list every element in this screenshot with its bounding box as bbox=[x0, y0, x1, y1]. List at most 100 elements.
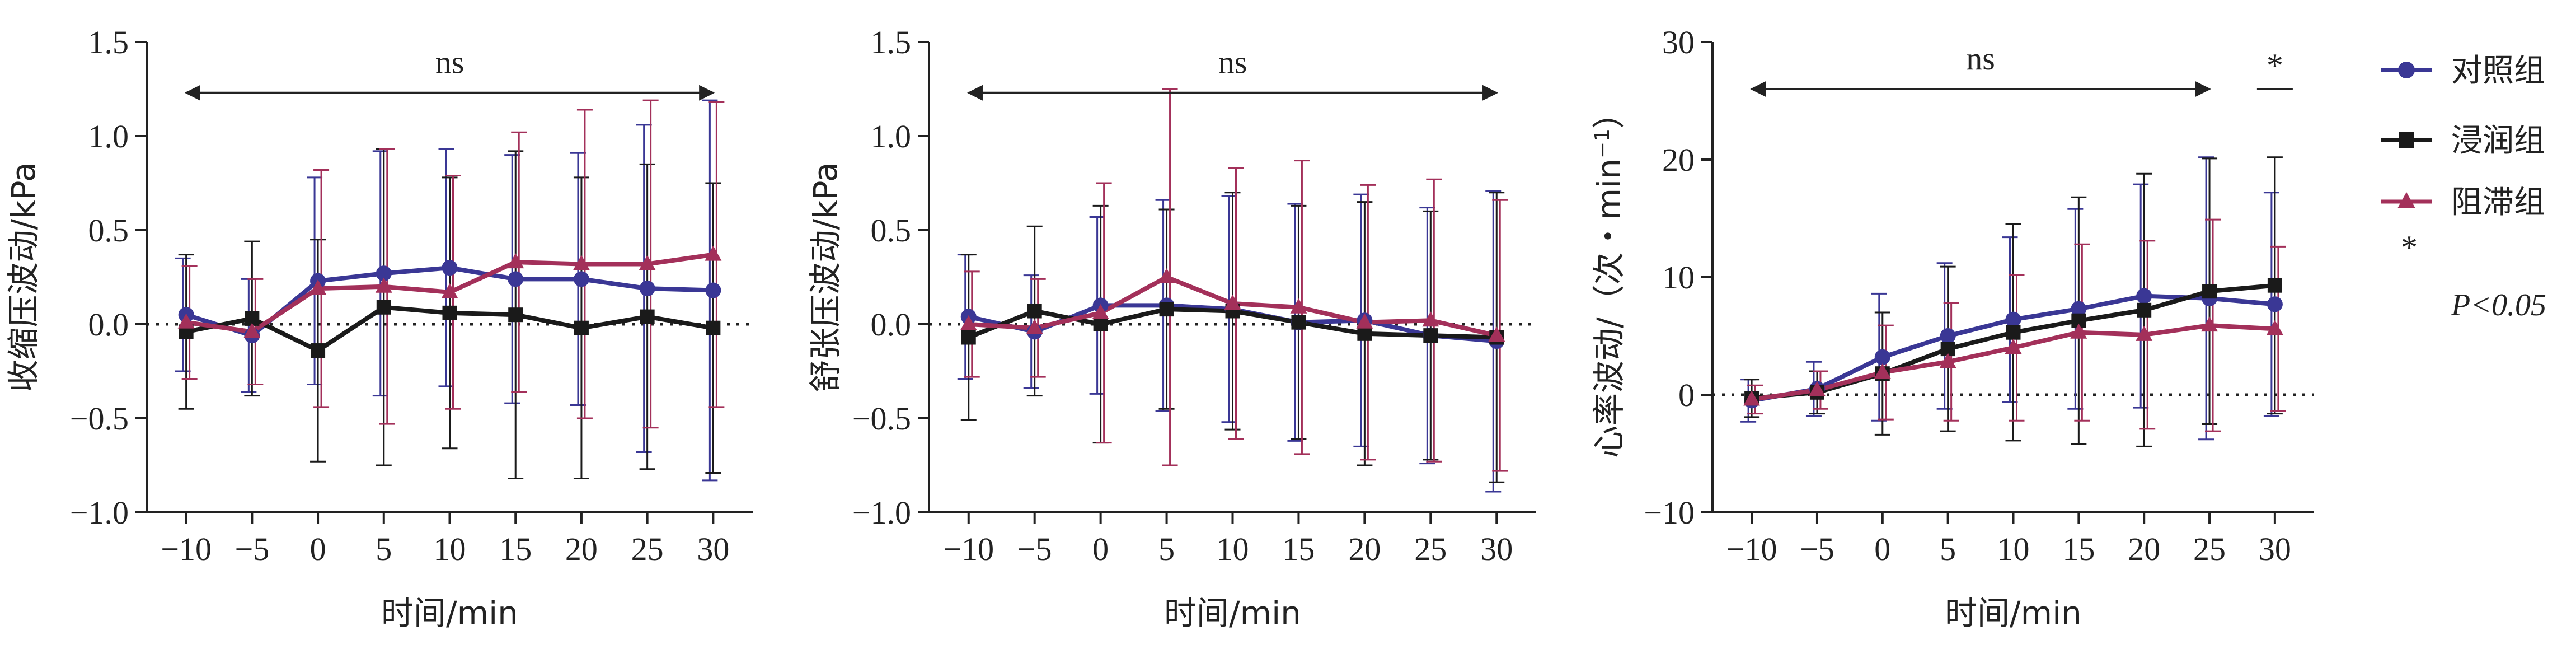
x-tick-label: −5 bbox=[234, 531, 269, 567]
point-block bbox=[2005, 339, 2022, 354]
point-control bbox=[442, 260, 458, 276]
point-block bbox=[1158, 268, 1175, 283]
point-control bbox=[508, 271, 524, 287]
point-control bbox=[573, 271, 589, 287]
x-tick-label: 20 bbox=[565, 531, 598, 567]
x-axis-title: 时间/min bbox=[1164, 594, 1301, 632]
point-block bbox=[1224, 295, 1241, 310]
point-block bbox=[1488, 326, 1505, 342]
point-block bbox=[1356, 313, 1373, 329]
point-infiltration bbox=[574, 320, 589, 335]
point-block bbox=[1808, 381, 1826, 396]
x-tick-label: 15 bbox=[1282, 531, 1315, 567]
point-block bbox=[177, 313, 195, 329]
point-block bbox=[960, 315, 977, 330]
point-control bbox=[2005, 311, 2021, 328]
point-infiltration bbox=[508, 307, 523, 323]
x-tick-label: 15 bbox=[499, 531, 532, 567]
x-axis-title: 时间/min bbox=[381, 594, 518, 632]
legend: 对照组 浸润组 阻滞组 * P<0.05 bbox=[2381, 53, 2546, 323]
point-infiltration bbox=[1093, 317, 1108, 331]
y-tick-label: −0.5 bbox=[852, 400, 911, 437]
x-tick-label: 5 bbox=[376, 531, 392, 567]
x-tick-label: 10 bbox=[1217, 531, 1249, 567]
x-tick-label: −5 bbox=[1800, 531, 1834, 567]
point-infiltration bbox=[640, 309, 655, 324]
y-tick-label: 30 bbox=[1662, 24, 1695, 60]
point-infiltration bbox=[1291, 315, 1306, 330]
y-tick-label: −10 bbox=[1644, 494, 1695, 531]
point-block bbox=[1874, 363, 1891, 379]
x-tick-label: 25 bbox=[631, 531, 664, 567]
point-block bbox=[639, 255, 656, 270]
chart-panel-systolic: −1.0 −0.5 0.0 0.5 1.0 1.5 −10 −5 0 5 10 15 20 25 30 时间/… bbox=[4, 24, 753, 632]
legend-label-control: 对照组 bbox=[2451, 53, 2545, 89]
y-axis-title: 收缩压波动/kPa bbox=[4, 162, 43, 392]
y-tick-label: 1.5 bbox=[871, 24, 912, 60]
x-tick-label: −10 bbox=[1726, 531, 1777, 567]
point-control bbox=[2267, 296, 2283, 312]
y-tick-label: 0.5 bbox=[88, 212, 129, 249]
x-tick-label: 30 bbox=[1480, 531, 1513, 567]
point-block bbox=[507, 253, 524, 269]
y-tick-label: −1.0 bbox=[70, 494, 129, 531]
x-tick-label: 20 bbox=[2128, 531, 2160, 567]
point-block bbox=[441, 283, 458, 298]
point-block bbox=[375, 277, 392, 293]
significance-star: * bbox=[2267, 47, 2283, 84]
y-tick-label: 0 bbox=[1678, 377, 1695, 413]
y-tick-label: −0.5 bbox=[70, 400, 129, 437]
x-tick-label: 10 bbox=[434, 531, 466, 567]
x-tick-label: 25 bbox=[1414, 531, 1447, 567]
point-block bbox=[309, 279, 327, 295]
point-infiltration bbox=[376, 300, 391, 315]
legend-label-block: 阻滞组 bbox=[2451, 184, 2545, 221]
y-tick-label: 0.0 bbox=[88, 306, 129, 343]
legend-sig-symbol: * bbox=[2401, 229, 2418, 266]
x-tick-label: 5 bbox=[1940, 531, 1956, 567]
x-tick-label: −10 bbox=[161, 531, 212, 567]
point-block bbox=[1939, 353, 1956, 368]
point-control bbox=[376, 265, 392, 282]
point-infiltration bbox=[706, 320, 721, 335]
x-tick-label: −5 bbox=[1017, 531, 1052, 567]
point-infiltration bbox=[1357, 326, 1372, 341]
point-block bbox=[573, 255, 590, 270]
x-tick-label: 10 bbox=[1997, 531, 2030, 567]
y-tick-label: 0.5 bbox=[871, 212, 912, 249]
point-block bbox=[1290, 298, 1307, 314]
chart-panel-heart-rate: −10 0 10 20 30 −10 −5 0 5 10 15 20 25 30 时间/min 心率波动/（次… bbox=[1590, 24, 2314, 632]
chart-panel-diastolic: −1.0 −0.5 0.0 0.5 1.0 1.5 −10 −5 0 5 10 15 20 25 30 时间/… bbox=[806, 24, 1536, 632]
y-axis-title-superscript: −1 bbox=[1591, 129, 1614, 158]
point-control bbox=[2136, 288, 2152, 304]
legend-sig-label: P<0.05 bbox=[2451, 288, 2546, 323]
y-tick-label: 1.0 bbox=[88, 118, 129, 155]
y-tick-label: 20 bbox=[1662, 142, 1695, 178]
x-tick-label: 20 bbox=[1348, 531, 1381, 567]
point-block bbox=[705, 245, 722, 261]
x-tick-label: 15 bbox=[2062, 531, 2095, 567]
point-block bbox=[1092, 304, 1109, 319]
point-block bbox=[1422, 311, 1439, 327]
x-tick-label: 5 bbox=[1158, 531, 1175, 567]
y-tick-label: 1.0 bbox=[871, 118, 912, 155]
point-infiltration bbox=[311, 343, 326, 358]
x-tick-label: 30 bbox=[697, 531, 729, 567]
legend-marker-control bbox=[2398, 62, 2415, 78]
legend-marker-block bbox=[2397, 192, 2415, 208]
y-tick-label: 10 bbox=[1662, 259, 1695, 296]
point-block bbox=[2201, 316, 2218, 332]
point-control bbox=[1874, 349, 1890, 365]
legend-marker-infiltration bbox=[2399, 132, 2414, 148]
legend-label-infiltration: 浸润组 bbox=[2451, 123, 2545, 159]
point-block bbox=[2070, 323, 2087, 339]
x-tick-label: 25 bbox=[2193, 531, 2226, 567]
point-block bbox=[2266, 320, 2283, 335]
ns-label: ns bbox=[1966, 40, 1995, 77]
point-infiltration bbox=[2137, 302, 2152, 318]
point-infiltration bbox=[961, 330, 976, 345]
y-tick-label: 1.5 bbox=[88, 24, 129, 60]
legend-item-significance: * P<0.05 bbox=[2401, 229, 2546, 323]
point-infiltration bbox=[1423, 328, 1438, 343]
